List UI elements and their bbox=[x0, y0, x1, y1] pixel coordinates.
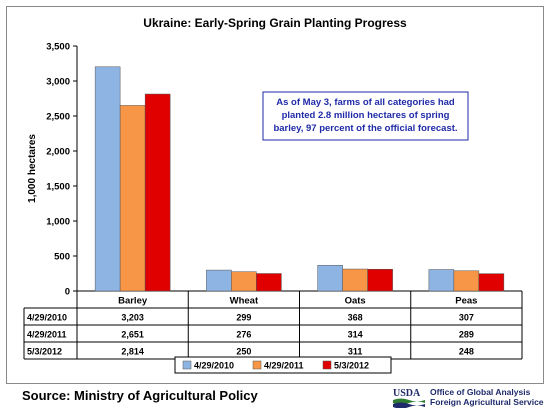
bar-peas-2 bbox=[478, 273, 505, 292]
office-name-line2: Foreign Agricultural Service bbox=[430, 397, 544, 407]
bar-barley-1 bbox=[119, 105, 146, 292]
category-label: Oats bbox=[345, 296, 366, 307]
table-series-label: 5/3/2012 bbox=[27, 347, 62, 357]
table-value: 314 bbox=[348, 330, 363, 340]
legend-label: 4/29/2010 bbox=[194, 361, 234, 371]
y-tick-label: 1,500 bbox=[46, 182, 70, 193]
bar-peas-1 bbox=[453, 270, 480, 292]
usda-branding: USDA Office of Global Analysis Foreign A… bbox=[392, 386, 544, 408]
table-value: 368 bbox=[348, 313, 363, 323]
table-value: 248 bbox=[459, 347, 474, 357]
table-value: 299 bbox=[236, 313, 251, 323]
category-label: Peas bbox=[455, 296, 477, 307]
y-tick-label: 0 bbox=[65, 287, 70, 298]
category-label: Wheat bbox=[230, 296, 259, 307]
table-value: 276 bbox=[236, 330, 251, 340]
table-value: 2,651 bbox=[121, 330, 144, 340]
category-label: Barley bbox=[118, 296, 148, 307]
bar-barley-0 bbox=[94, 66, 121, 292]
y-tick-label: 3,000 bbox=[46, 77, 70, 88]
legend-label: 4/29/2011 bbox=[264, 361, 304, 371]
usda-logo-icon: USDA bbox=[393, 388, 425, 408]
bar-oats-0 bbox=[317, 264, 343, 292]
bar-wheat-1 bbox=[231, 271, 257, 292]
bar-wheat-2 bbox=[256, 273, 282, 292]
usda-logo-wordmark: USDA bbox=[393, 388, 421, 399]
source-note: Source: Ministry of Agricultural Policy bbox=[22, 388, 258, 403]
y-tick-label: 2,500 bbox=[46, 112, 70, 123]
table-value: 2,814 bbox=[121, 347, 144, 357]
annotation-text-line: planted 2.8 million hectares of spring bbox=[282, 110, 450, 121]
table-series-label: 4/29/2010 bbox=[27, 313, 67, 323]
legend-box bbox=[174, 356, 392, 374]
bar-peas-0 bbox=[428, 269, 455, 292]
annotation-text-line: As of May 3, farms of all categories had bbox=[276, 97, 455, 108]
bar-wheat-0 bbox=[206, 269, 232, 292]
legend-swatch bbox=[252, 360, 262, 370]
y-tick-label: 2,000 bbox=[46, 147, 70, 158]
table-value: 289 bbox=[459, 330, 474, 340]
annotation-box bbox=[262, 91, 469, 141]
table-value: 3,203 bbox=[121, 313, 144, 323]
y-tick-label: 500 bbox=[54, 252, 70, 263]
table-value: 307 bbox=[459, 313, 474, 323]
office-name-line1: Office of Global Analysis bbox=[430, 387, 531, 397]
legend-swatch bbox=[322, 360, 332, 370]
legend-swatch bbox=[182, 360, 192, 370]
annotation-text-line: barley, 97 percent of the official forec… bbox=[273, 123, 457, 134]
y-tick-label: 1,000 bbox=[46, 217, 70, 228]
table-value: 250 bbox=[236, 347, 251, 357]
bar-oats-1 bbox=[342, 268, 368, 292]
y-axis-label: 1,000 hectares bbox=[27, 134, 38, 203]
y-tick-label: 3,500 bbox=[46, 42, 70, 53]
table-value: 311 bbox=[348, 347, 363, 357]
bar-oats-2 bbox=[367, 268, 393, 292]
chart-title: Ukraine: Early-Spring Grain Planting Pro… bbox=[143, 16, 407, 30]
bar-barley-2 bbox=[144, 93, 171, 292]
table-series-label: 4/29/2011 bbox=[27, 330, 67, 340]
legend-label: 5/3/2012 bbox=[334, 361, 369, 371]
